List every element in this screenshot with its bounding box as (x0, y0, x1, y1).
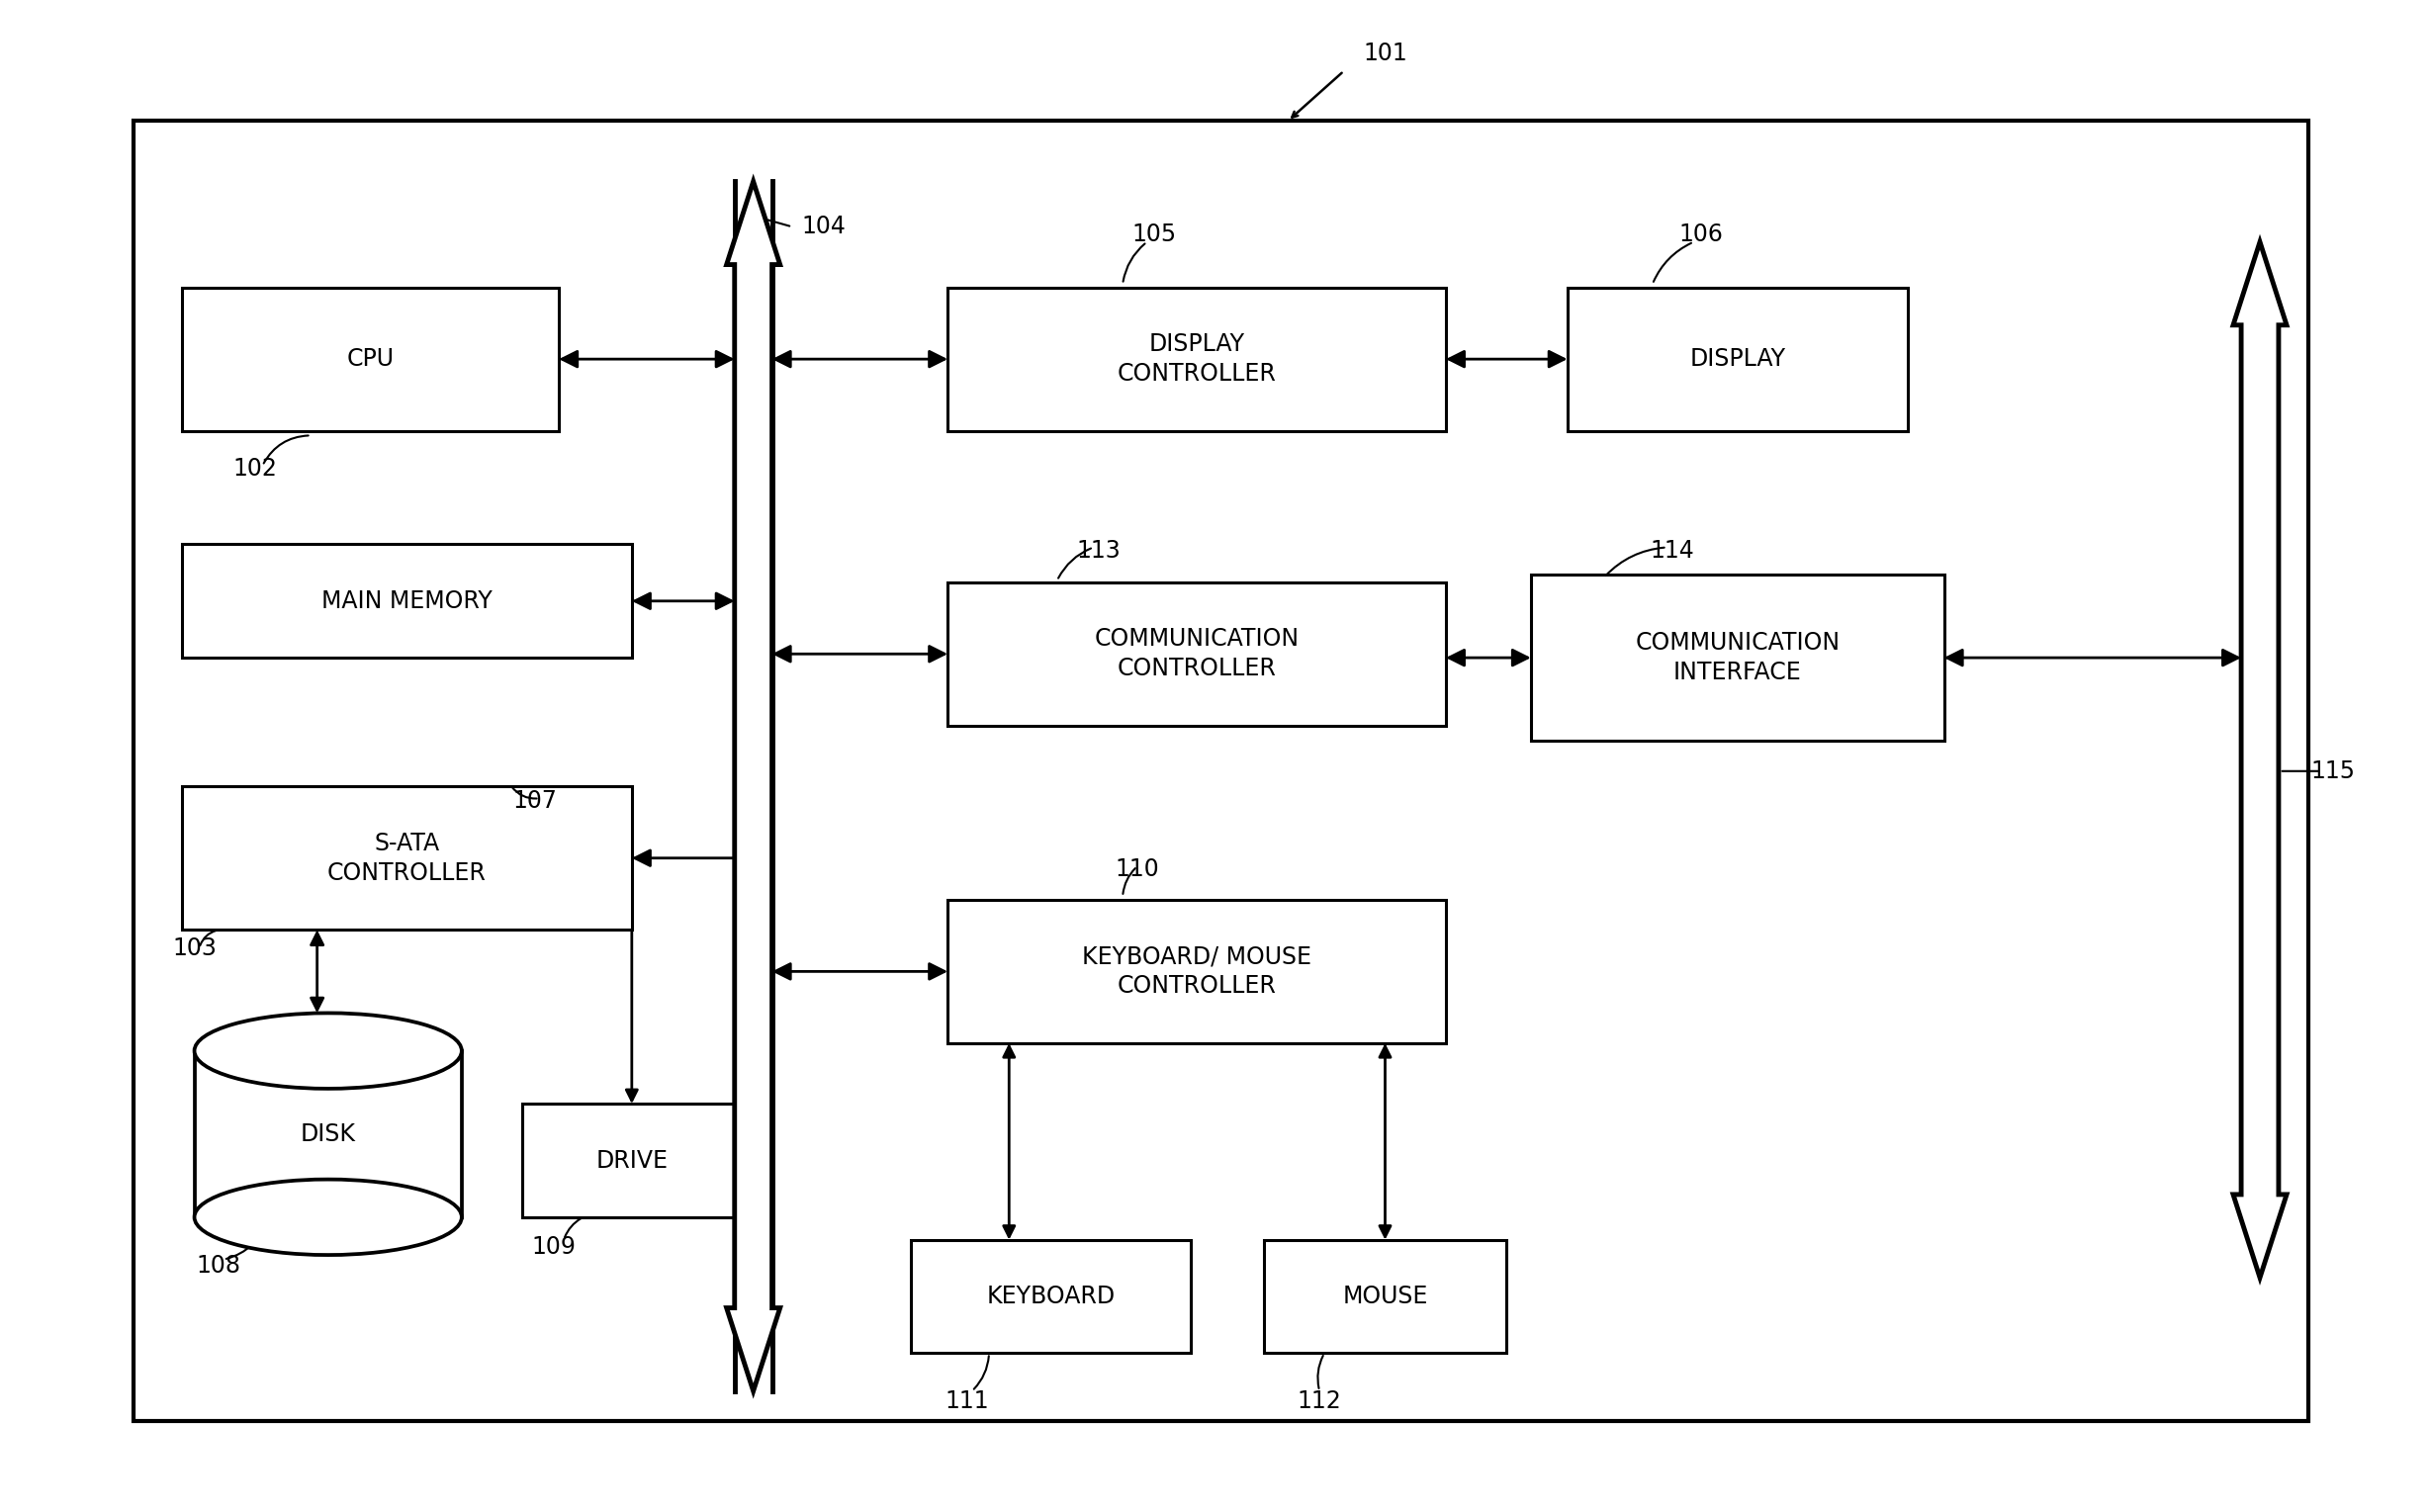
Text: COMMUNICATION
INTERFACE: COMMUNICATION INTERFACE (1635, 631, 1840, 685)
Text: 109: 109 (532, 1235, 576, 1259)
Bar (194, 1051, 462, 1217)
Bar (182, 786, 632, 930)
Bar (134, 121, 2308, 1421)
Text: 113: 113 (1076, 538, 1120, 562)
Text: 108: 108 (197, 1253, 241, 1278)
Bar (1531, 575, 1944, 741)
Bar (1264, 1240, 1507, 1353)
Bar (522, 1104, 741, 1217)
Text: 114: 114 (1650, 538, 1694, 562)
Text: 115: 115 (2311, 759, 2355, 783)
Text: MOUSE: MOUSE (1341, 1285, 1429, 1308)
Text: KEYBOARD/ MOUSE
CONTROLLER: KEYBOARD/ MOUSE CONTROLLER (1081, 945, 1312, 998)
Ellipse shape (194, 1179, 462, 1255)
Text: CPU: CPU (347, 348, 394, 370)
Text: KEYBOARD: KEYBOARD (987, 1285, 1115, 1308)
Text: 105: 105 (1132, 222, 1176, 246)
Text: DISPLAY: DISPLAY (1689, 348, 1786, 370)
Text: DISPLAY
CONTROLLER: DISPLAY CONTROLLER (1118, 333, 1276, 386)
Bar (948, 582, 1446, 726)
Text: 103: 103 (173, 936, 216, 960)
Text: DRIVE: DRIVE (595, 1149, 668, 1172)
Text: MAIN MEMORY: MAIN MEMORY (321, 590, 493, 612)
Bar (182, 544, 632, 658)
Text: 101: 101 (1363, 41, 1407, 65)
Ellipse shape (194, 1013, 462, 1089)
Text: S-ATA
CONTROLLER: S-ATA CONTROLLER (328, 832, 486, 885)
Text: DISK: DISK (301, 1122, 355, 1146)
Text: 104: 104 (802, 215, 846, 239)
Text: COMMUNICATION
CONTROLLER: COMMUNICATION CONTROLLER (1094, 627, 1300, 680)
Text: 111: 111 (945, 1390, 989, 1414)
Bar (182, 287, 559, 431)
Polygon shape (2233, 242, 2287, 1278)
Bar (948, 287, 1446, 431)
Bar (948, 900, 1446, 1043)
Bar (911, 1240, 1191, 1353)
Bar (1567, 287, 1908, 431)
Text: 112: 112 (1298, 1390, 1341, 1414)
Text: 107: 107 (513, 789, 556, 813)
Polygon shape (727, 181, 780, 1391)
Text: 106: 106 (1679, 222, 1723, 246)
Text: 110: 110 (1115, 857, 1159, 881)
Text: 102: 102 (233, 457, 277, 481)
